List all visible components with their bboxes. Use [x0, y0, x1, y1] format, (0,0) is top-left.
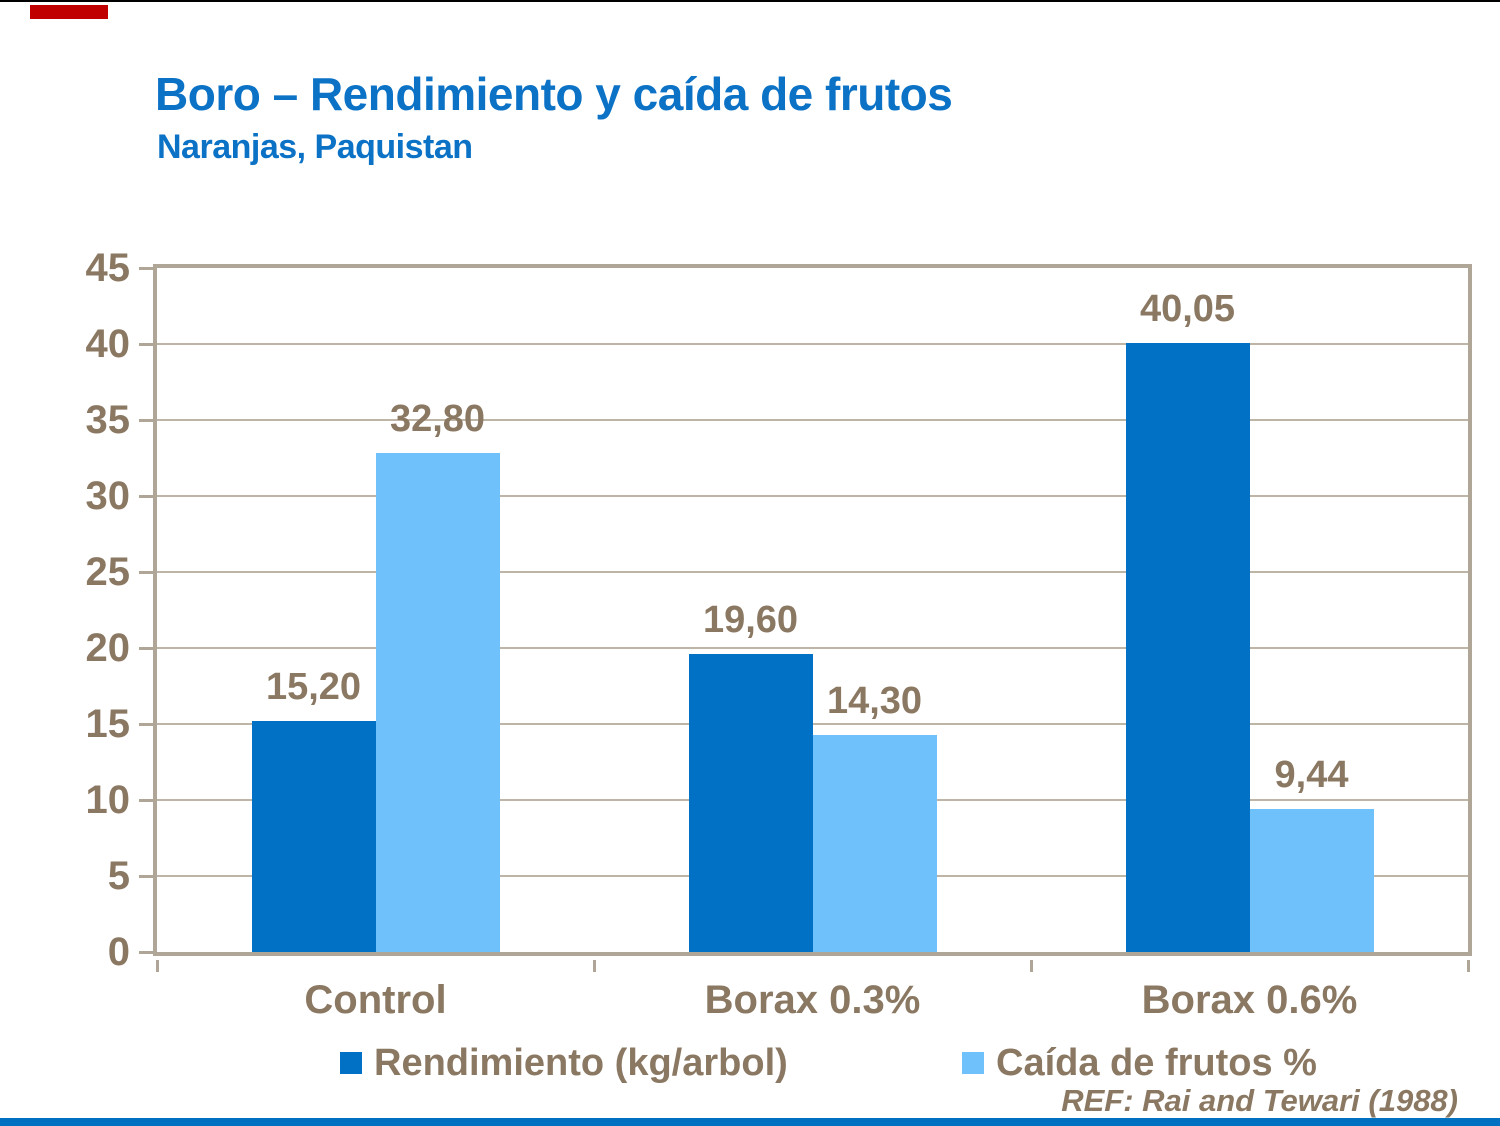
bar-rendimiento-2 [688, 654, 813, 952]
y-tick-label: 20 [85, 626, 131, 670]
legend-label-caida: Caída de frutos % [996, 1041, 1317, 1084]
chart-plot-area: 15,20 32,80 19,60 14,30 40,05 9,44 [153, 264, 1472, 956]
y-tick-label: 0 [107, 930, 130, 974]
legend-item-caida: Caída de frutos % [962, 1040, 1317, 1086]
y-tick-label: 30 [85, 474, 131, 518]
legend-swatch-caida [962, 1052, 984, 1074]
y-tick-label: 15 [85, 702, 131, 746]
y-axis-tick [139, 646, 153, 650]
gridline [157, 647, 1468, 649]
x-category-label: Borax 0.3% [704, 978, 921, 1022]
gridline [157, 723, 1468, 725]
y-axis-tick [139, 950, 153, 954]
value-label: 32,80 [389, 398, 486, 441]
bar-caida-3 [1249, 808, 1374, 952]
x-axis-tick [1466, 960, 1470, 972]
page-title: Boro – Rendimiento y caída de frutos [155, 68, 953, 120]
y-tick-label: 10 [85, 778, 131, 822]
y-tick-label: 25 [85, 550, 131, 594]
bar-rendimiento-1 [251, 720, 376, 952]
y-axis-tick [139, 722, 153, 726]
gridline [157, 571, 1468, 573]
bottom-rule [0, 1118, 1500, 1126]
bar-caida-2 [812, 734, 937, 952]
y-axis-tick [139, 798, 153, 802]
gridline [157, 419, 1468, 421]
x-axis-tick [155, 960, 159, 972]
y-axis-tick [139, 570, 153, 574]
red-accent-bar [30, 5, 108, 19]
x-category-label: Borax 0.6% [1141, 978, 1358, 1022]
x-category-label: Control [304, 978, 447, 1022]
value-label: 14,30 [826, 679, 923, 722]
gridline [157, 343, 1468, 345]
legend-label-rendimiento: Rendimiento (kg/arbol) [374, 1041, 788, 1084]
value-label: 9,44 [1274, 753, 1349, 796]
gridline [157, 495, 1468, 497]
y-axis-tick [139, 266, 153, 270]
value-label: 15,20 [265, 665, 362, 708]
bar-rendimiento-3 [1125, 343, 1250, 952]
y-axis-tick [139, 342, 153, 346]
legend-swatch-rendimiento [340, 1052, 362, 1074]
y-axis-tick [139, 874, 153, 878]
y-axis-tick [139, 494, 153, 498]
y-tick-label: 5 [107, 854, 130, 898]
value-label: 19,60 [702, 599, 799, 642]
y-tick-label: 40 [85, 322, 131, 366]
x-axis-tick [592, 960, 596, 972]
x-axis-tick [1029, 960, 1033, 972]
bar-caida-1 [375, 453, 500, 952]
y-axis-tick [139, 418, 153, 422]
top-border-line [0, 0, 1500, 2]
legend-item-rendimiento: Rendimiento (kg/arbol) [340, 1040, 788, 1086]
reference-citation: REF: Rai and Tewari (1988) [1061, 1083, 1458, 1118]
y-tick-label: 45 [85, 246, 131, 290]
page-subtitle: Naranjas, Paquistan [157, 128, 473, 166]
value-label: 40,05 [1139, 288, 1236, 331]
y-tick-label: 35 [85, 398, 131, 442]
